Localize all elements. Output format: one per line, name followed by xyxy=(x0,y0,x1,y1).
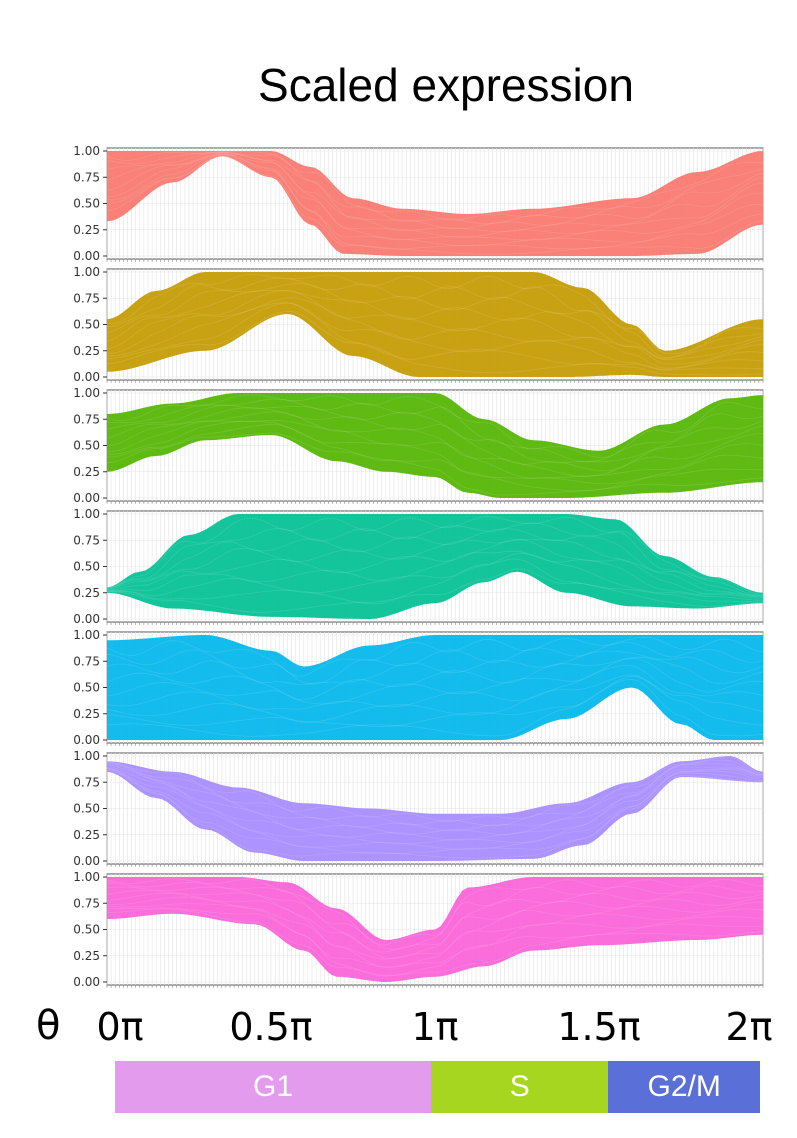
y-tick-label: 1.00 xyxy=(73,749,100,763)
y-tick-label: 0.00 xyxy=(73,854,100,868)
y-tick-label: 1.00 xyxy=(73,628,100,642)
expression-traces xyxy=(106,274,764,376)
phase-label: G2/M xyxy=(647,1070,721,1103)
chart-title: Scaled expression xyxy=(258,59,634,111)
y-tick-label: 1.00 xyxy=(73,144,100,158)
y-tick-label: 0.25 xyxy=(73,465,100,479)
y-tick-label: 0.75 xyxy=(73,775,100,789)
x-tick-label: 0.5π xyxy=(229,1005,313,1049)
x-minor-ticks xyxy=(106,864,764,867)
y-tick-label: 0.25 xyxy=(73,949,100,963)
expression-traces xyxy=(106,151,764,255)
phase-label: G1 xyxy=(253,1070,294,1103)
theta-axis-symbol: θ xyxy=(36,1003,61,1049)
x-tick-label: 0π xyxy=(96,1005,144,1049)
phase-segment-g2-m: G2/M xyxy=(608,1061,760,1113)
y-tick-label: 0.25 xyxy=(73,344,100,358)
x-minor-ticks xyxy=(106,985,764,988)
expression-traces xyxy=(106,636,764,737)
phase-segment-s: S xyxy=(431,1061,609,1113)
y-tick-label: 0.75 xyxy=(73,533,100,547)
expression-traces xyxy=(106,516,764,613)
expression-band xyxy=(107,635,763,740)
phase-segment-g1: G1 xyxy=(115,1061,432,1113)
expression-panel-3: 1.00 0.75 0.50 0.25 0.00 xyxy=(73,386,764,505)
y-tick-label: 0.75 xyxy=(73,412,100,426)
x-minor-ticks xyxy=(106,743,764,746)
phase-label: S xyxy=(509,1070,530,1103)
y-tick-label: 0.50 xyxy=(73,318,100,332)
x-minor-ticks xyxy=(106,380,764,383)
x-minor-ticks xyxy=(106,501,764,504)
y-tick-label: 0.00 xyxy=(73,733,100,747)
y-tick-label: 0.00 xyxy=(73,370,100,384)
expression-band xyxy=(107,393,763,498)
x-minor-ticks xyxy=(106,622,764,625)
expression-traces xyxy=(106,394,764,496)
expression-panel-7: 1.00 0.75 0.50 0.25 0.00 xyxy=(73,870,764,989)
y-tick-label: 0.50 xyxy=(73,439,100,453)
x-minor-ticks xyxy=(106,259,764,262)
y-tick-label: 0.00 xyxy=(73,491,100,505)
cell-cycle-phase-bar: G1 S G2/M xyxy=(115,1061,760,1113)
x-tick-label: 1π xyxy=(411,1005,459,1049)
y-tick-label: 0.50 xyxy=(73,681,100,695)
y-tick-label: 0.75 xyxy=(73,170,100,184)
expression-traces xyxy=(106,878,764,977)
y-tick-label: 0.00 xyxy=(73,975,100,989)
y-tick-label: 0.25 xyxy=(73,586,100,600)
expression-panel-6: 1.00 0.75 0.50 0.25 0.00 xyxy=(73,749,764,868)
y-tick-label: 0.50 xyxy=(73,802,100,816)
expression-band xyxy=(107,151,763,256)
expression-band xyxy=(107,756,763,861)
y-tick-label: 0.25 xyxy=(73,707,100,721)
expression-panel-5: 1.00 0.75 0.50 0.25 0.00 xyxy=(73,628,764,747)
y-tick-label: 0.25 xyxy=(73,223,100,237)
expression-panel-1: 1.00 0.75 0.50 0.25 0.00 xyxy=(73,144,764,263)
expression-panel-2: 1.00 0.75 0.50 0.25 0.00 xyxy=(73,265,764,384)
y-tick-label: 1.00 xyxy=(73,870,100,884)
y-tick-label: 0.75 xyxy=(73,896,100,910)
y-tick-label: 0.50 xyxy=(73,560,100,574)
y-tick-label: 0.25 xyxy=(73,828,100,842)
y-tick-label: 1.00 xyxy=(73,386,100,400)
y-tick-label: 0.50 xyxy=(73,197,100,211)
x-tick-label: 1.5π xyxy=(557,1005,641,1049)
expression-panel-4: 1.00 0.75 0.50 0.25 0.00 xyxy=(73,507,764,626)
y-tick-label: 0.75 xyxy=(73,291,100,305)
x-tick-label: 2π xyxy=(725,1005,773,1049)
y-tick-label: 0.00 xyxy=(73,249,100,263)
y-tick-label: 1.00 xyxy=(73,507,100,521)
y-tick-label: 0.50 xyxy=(73,923,100,937)
expression-band xyxy=(107,514,763,619)
y-tick-label: 1.00 xyxy=(73,265,100,279)
y-tick-label: 0.75 xyxy=(73,654,100,668)
expression-traces xyxy=(106,756,764,859)
y-tick-label: 0.00 xyxy=(73,612,100,626)
expression-band xyxy=(107,272,763,377)
expression-band xyxy=(107,877,763,982)
